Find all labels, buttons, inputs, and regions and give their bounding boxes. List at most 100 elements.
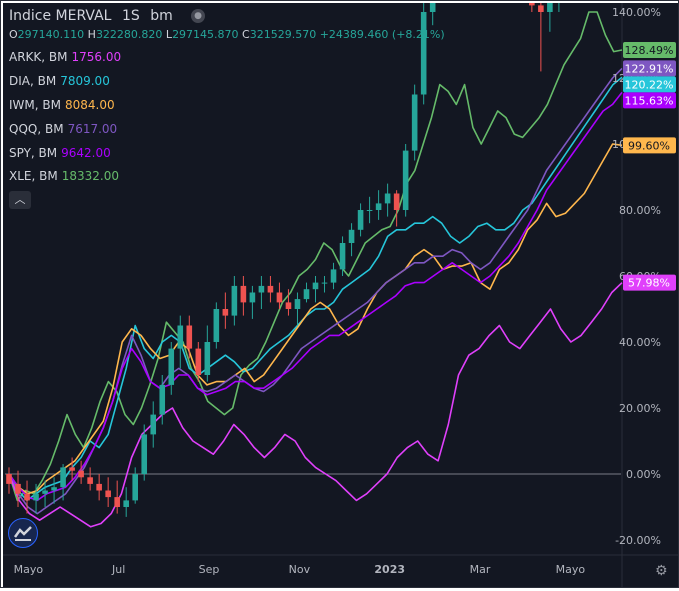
candle xyxy=(240,276,247,316)
candle xyxy=(249,285,256,319)
x-tick-label: Jul xyxy=(111,563,125,576)
candle xyxy=(384,183,391,217)
candle xyxy=(105,477,111,507)
candle xyxy=(558,0,560,12)
legend-name: ARKK, BM xyxy=(9,50,68,64)
candle-body xyxy=(240,285,247,303)
candle-body xyxy=(294,299,301,309)
legend-value: 9642.00 xyxy=(61,146,111,160)
candle xyxy=(69,457,75,481)
candle xyxy=(411,84,418,161)
legend-name: IWM, BM xyxy=(9,98,61,112)
candle-body xyxy=(24,493,30,501)
candle-body xyxy=(402,150,409,210)
y-tick-label: 140.00% xyxy=(612,6,661,19)
value-label-text: 57.98% xyxy=(628,277,670,290)
x-tick-label: 2023 xyxy=(374,563,405,576)
candle xyxy=(195,342,202,382)
candle xyxy=(547,0,553,32)
value-label-box xyxy=(623,92,676,109)
open-value: 297140.110 xyxy=(17,28,85,41)
candle-body xyxy=(78,470,84,478)
candle-body xyxy=(303,289,310,300)
candle xyxy=(330,262,337,290)
candle xyxy=(294,292,301,326)
legend-item-iwm[interactable]: IWM, BM 8084.00 xyxy=(9,98,115,112)
chart-pane[interactable]: 140.00%120.00%100.00%80.00%60.00%40.00%2… xyxy=(3,0,678,587)
y-tick-label: 80.00% xyxy=(619,204,661,217)
candle xyxy=(285,289,292,316)
candle xyxy=(366,196,373,224)
candle-body xyxy=(267,285,274,293)
candle-body xyxy=(312,282,319,290)
candle xyxy=(303,282,310,303)
value-label: 99.60% xyxy=(623,137,676,154)
x-tick-label: Mayo xyxy=(14,563,44,576)
legend-item-arkk[interactable]: ARKK, BM 1756.00 xyxy=(9,50,121,64)
value-label-box xyxy=(623,274,676,291)
value-label: 120.22% xyxy=(623,76,676,93)
candle xyxy=(267,276,274,303)
price-chart[interactable]: 140.00%120.00%100.00%80.00%60.00%40.00%2… xyxy=(3,0,678,587)
value-label-box xyxy=(623,41,676,58)
legend-value: 1756.00 xyxy=(71,50,122,64)
symbol-title[interactable]: Indice MERVAL 1S bm xyxy=(9,8,179,24)
candle-body xyxy=(159,384,166,415)
value-label-box xyxy=(623,76,676,93)
candle-body xyxy=(429,0,436,12)
ohlc-readout: O297140.110 H322280.820 L297145.870 C321… xyxy=(9,28,445,41)
x-tick-label: Mar xyxy=(470,563,491,576)
legend-item-xle[interactable]: XLE, BM 18332.00 xyxy=(9,169,119,183)
candle xyxy=(321,276,328,293)
legend-name: SPY, BM xyxy=(9,146,58,160)
y-tick-label: 0.00% xyxy=(626,468,661,481)
value-label-text: 115.63% xyxy=(625,94,674,107)
candle xyxy=(150,401,157,448)
candle-body xyxy=(15,483,21,494)
x-tick-label: Sep xyxy=(199,563,220,576)
legend-value: 7809.00 xyxy=(60,74,110,88)
legend-name: XLE, BM xyxy=(9,169,58,183)
series-line-spy xyxy=(8,91,623,502)
y-tick-label: 20.00% xyxy=(619,402,661,415)
candle-body xyxy=(51,487,57,491)
legend-item-spy[interactable]: SPY, BM 9642.00 xyxy=(9,146,111,160)
y-tick-label: -20.00% xyxy=(615,534,661,547)
candle xyxy=(15,470,21,507)
candle xyxy=(177,315,184,369)
candle-body xyxy=(330,269,337,283)
candle xyxy=(402,144,409,217)
candle-body xyxy=(249,292,256,303)
logo-glyph xyxy=(13,526,32,541)
candle-body xyxy=(547,0,553,12)
low-value: 297145.870 xyxy=(172,28,239,41)
candle-body xyxy=(276,292,283,303)
candle-body xyxy=(529,0,535,6)
candle-body xyxy=(114,497,120,507)
legend-item-dia[interactable]: DIA, BM 7809.00 xyxy=(9,74,110,88)
circle-icon[interactable]: ● xyxy=(191,9,205,23)
candle xyxy=(393,190,400,227)
candle-body xyxy=(213,309,220,342)
candle xyxy=(312,276,319,303)
value-label-text: 122.91% xyxy=(625,62,674,75)
candle-body xyxy=(105,490,111,498)
candle-body xyxy=(384,193,391,204)
symbol-name: Indice MERVAL xyxy=(9,8,112,24)
candle xyxy=(529,0,535,12)
candle-body xyxy=(6,474,12,484)
collapse-legend-button[interactable]: ︿ xyxy=(9,191,31,209)
candle-body xyxy=(150,414,157,435)
candle xyxy=(114,480,120,514)
value-label-text: 128.49% xyxy=(625,44,674,57)
tradingview-logo-icon[interactable] xyxy=(8,518,38,548)
value-label-text: 99.60% xyxy=(628,139,670,152)
candle-body xyxy=(96,483,102,491)
gear-icon[interactable]: ⚙ xyxy=(655,563,668,579)
series-line-arkk xyxy=(8,282,623,528)
legend-item-qqq[interactable]: QQQ, BM 7617.00 xyxy=(9,122,117,136)
candle-body xyxy=(357,210,364,230)
legend-name: DIA, BM xyxy=(9,74,57,88)
candle-body xyxy=(393,193,400,210)
